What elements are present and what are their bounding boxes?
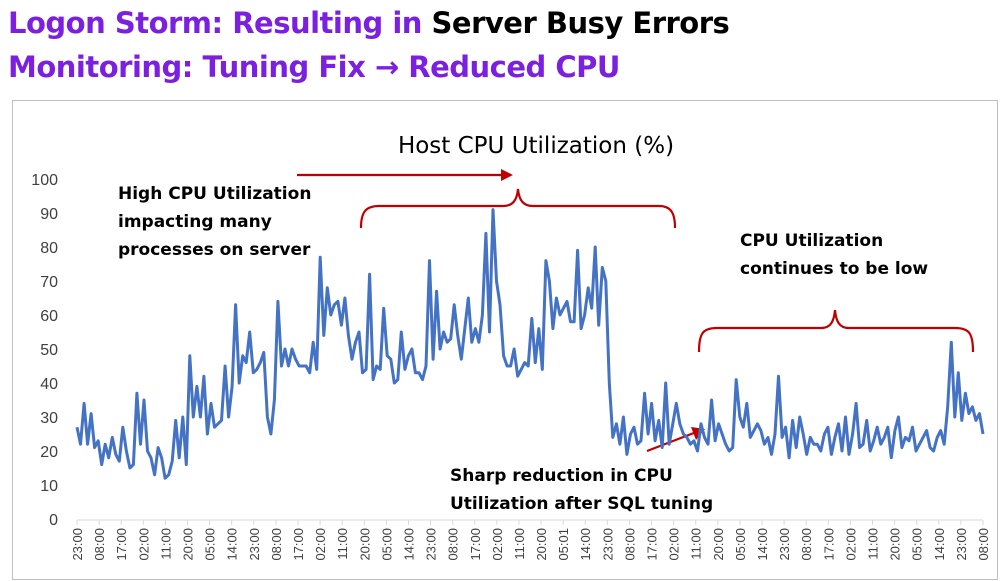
annotation-high-cpu-line-3: processes on server: [118, 240, 311, 260]
heading-line-1-accent: Logon Storm: Resulting in: [8, 6, 432, 40]
x-tick-label: 08:00: [976, 528, 991, 561]
x-tick-label: 08:00: [622, 528, 637, 561]
x-tick-label: 20:00: [534, 528, 549, 561]
x-tick-label: 11:00: [512, 528, 527, 560]
annotation-high-cpu-line-2: impacting many: [118, 212, 272, 232]
y-tick-label: 10: [40, 478, 58, 495]
heading-line-1-rest: Server Busy Errors: [431, 6, 730, 40]
annotation-low-cpu-line-2: continues to be low: [740, 259, 928, 279]
y-tick-label: 30: [40, 410, 58, 427]
annotation-low-cpu: CPU Utilization continues to be low: [740, 231, 928, 279]
x-tick-label: 17:00: [821, 528, 836, 561]
annotation-sharp-reduction-line-1: Sharp reduction in CPU: [450, 466, 673, 486]
annotation-sharp-reduction-line-2: Utilization after SQL tuning: [450, 494, 713, 514]
y-tick-label: 50: [40, 342, 58, 359]
chart-title: Host CPU Utilization (%): [398, 133, 674, 159]
x-tick-label: 14:00: [225, 528, 240, 561]
x-tick-label: 14:00: [401, 528, 416, 561]
annotation-sharp-reduction: Sharp reduction in CPU Utilization after…: [450, 466, 713, 514]
y-tick-label: 70: [40, 274, 58, 291]
x-tick-label: 05:00: [203, 528, 218, 561]
x-tick-label: 20:00: [357, 528, 372, 561]
sharp-reduction-arrow: [646, 429, 700, 453]
x-tick-label: 02:00: [667, 528, 682, 561]
x-tick-label: 23:00: [954, 528, 969, 561]
x-tick-label: 23:00: [777, 528, 792, 561]
series-line-cpu: [75, 208, 985, 480]
x-tick-label: 02:00: [490, 528, 505, 561]
x-tick-label: 17:00: [291, 528, 306, 561]
y-axis: 0 10 20 30 40 50 60 70 80 90 100: [31, 172, 58, 529]
x-tick-label: 17:00: [645, 528, 660, 561]
x-tick-label: 23:00: [247, 528, 262, 561]
annotation-low-cpu-line-1: CPU Utilization: [740, 231, 883, 251]
high-cpu-bracket: [359, 188, 677, 229]
x-tick-label: 08:00: [446, 528, 461, 561]
x-tick-label: 23:00: [600, 528, 615, 561]
x-axis: 23:00 08:00 17:00 02:00 11:00 20:00 05:00 14:00…: [70, 519, 991, 561]
x-tick-label: 05:00: [910, 528, 925, 561]
x-tick-label: 14:00: [578, 528, 593, 561]
x-tick-label: 14:00: [932, 528, 947, 561]
y-tick-label: 100: [31, 172, 58, 189]
high-cpu-arrowhead: [501, 169, 513, 181]
x-tick-label: 23:00: [424, 528, 439, 561]
x-tick-label: 23:00: [70, 528, 85, 561]
annotation-high-cpu-line-1: High CPU Utilization: [118, 184, 311, 204]
x-tick-label: 14:00: [755, 528, 770, 561]
x-tick-label: 20:00: [888, 528, 903, 561]
x-tick-label: 17:00: [468, 528, 483, 561]
y-tick-label: 0: [49, 512, 58, 529]
heading-line-1: Logon Storm: Resulting in Server Busy Er…: [8, 6, 730, 40]
y-tick-label: 90: [40, 206, 58, 223]
x-tick-label: 08:00: [92, 528, 107, 561]
x-tick-label: 11:00: [335, 528, 350, 560]
cpu-line-chart: Host CPU Utilization (%) High CPU Utiliz…: [31, 133, 991, 561]
x-tick-label: 20:00: [180, 528, 195, 561]
chart-frame: Host CPU Utilization (%) High CPU Utiliz…: [12, 100, 998, 580]
x-tick-label: 05:01: [556, 528, 571, 561]
x-tick-label: 20:00: [711, 528, 726, 561]
x-tick-label: 08:00: [799, 528, 814, 561]
annotation-high-cpu: High CPU Utilization impacting many proc…: [118, 184, 311, 260]
x-tick-label: 11:00: [689, 528, 704, 560]
y-tick-label: 40: [40, 376, 58, 393]
x-tick-label: 02:00: [313, 528, 328, 561]
x-tick-label: 08:00: [269, 528, 284, 561]
low-cpu-bracket: [697, 309, 975, 353]
x-tick-label: 05:00: [379, 528, 394, 561]
heading-line-2: Monitoring: Tuning Fix → Reduced CPU: [8, 50, 620, 84]
x-tick-label: 17:00: [114, 528, 129, 561]
y-tick-label: 20: [40, 444, 58, 461]
x-tick-label: 02:00: [843, 528, 858, 561]
y-tick-label: 80: [40, 240, 58, 257]
x-tick-label: 11:00: [158, 528, 173, 560]
x-tick-label: 02:00: [136, 528, 151, 561]
x-tick-label: 05:00: [733, 528, 748, 561]
x-tick-label: 11:00: [866, 528, 881, 560]
y-tick-label: 60: [40, 308, 58, 325]
